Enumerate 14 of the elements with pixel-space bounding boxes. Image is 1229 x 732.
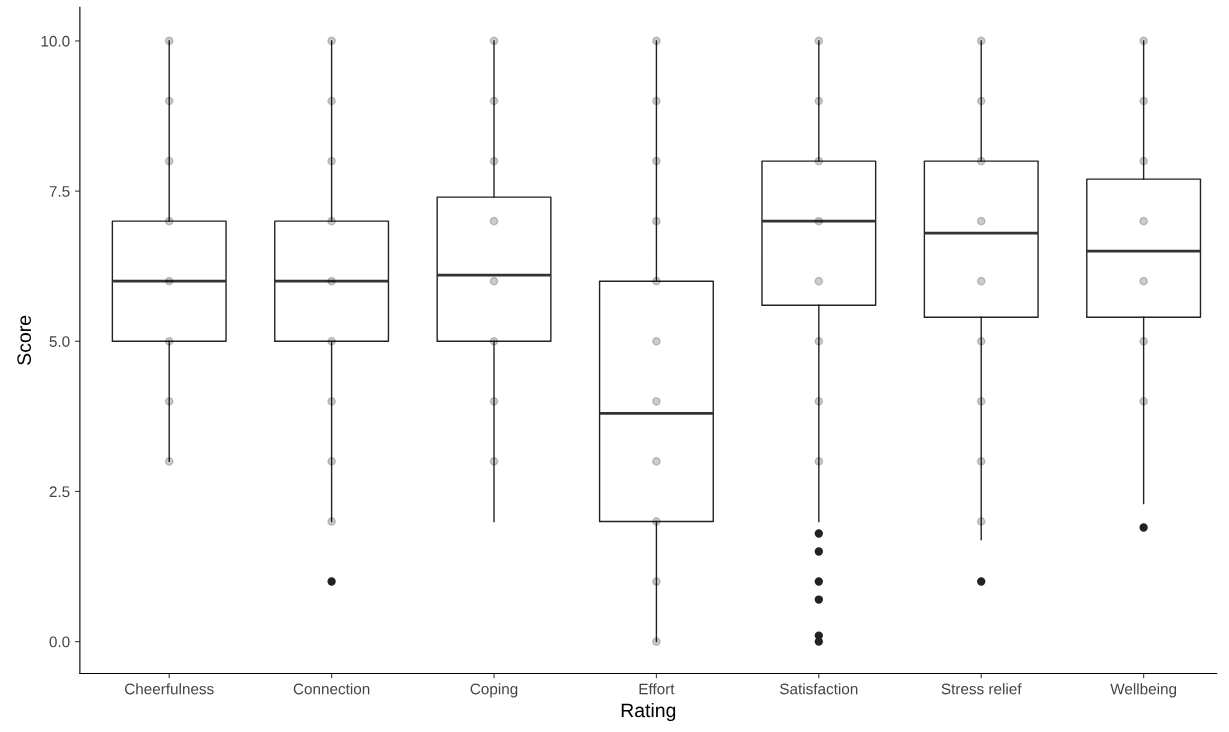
x-tick-label: Wellbeing <box>1110 683 1177 698</box>
x-axis-title: Rating <box>621 702 676 722</box>
y-tick-label: 7.5 <box>49 186 70 197</box>
x-tick-label: Coping <box>470 683 518 698</box>
x-tick-label: Connection <box>293 683 370 695</box>
x-tick-label: Effort <box>639 683 675 695</box>
x-tick-label: Stress relief <box>941 683 1022 695</box>
y-tick-label: 5.0 <box>49 336 70 347</box>
x-tick-label: Satisfaction <box>780 683 858 695</box>
x-tick-label: Cheerfulness <box>124 683 214 695</box>
y-axis-title: Score <box>17 315 32 365</box>
y-tick-label: 0.0 <box>49 636 70 648</box>
y-tick-label: 10.0 <box>41 35 70 47</box>
y-tick-label: 2.5 <box>49 486 70 498</box>
